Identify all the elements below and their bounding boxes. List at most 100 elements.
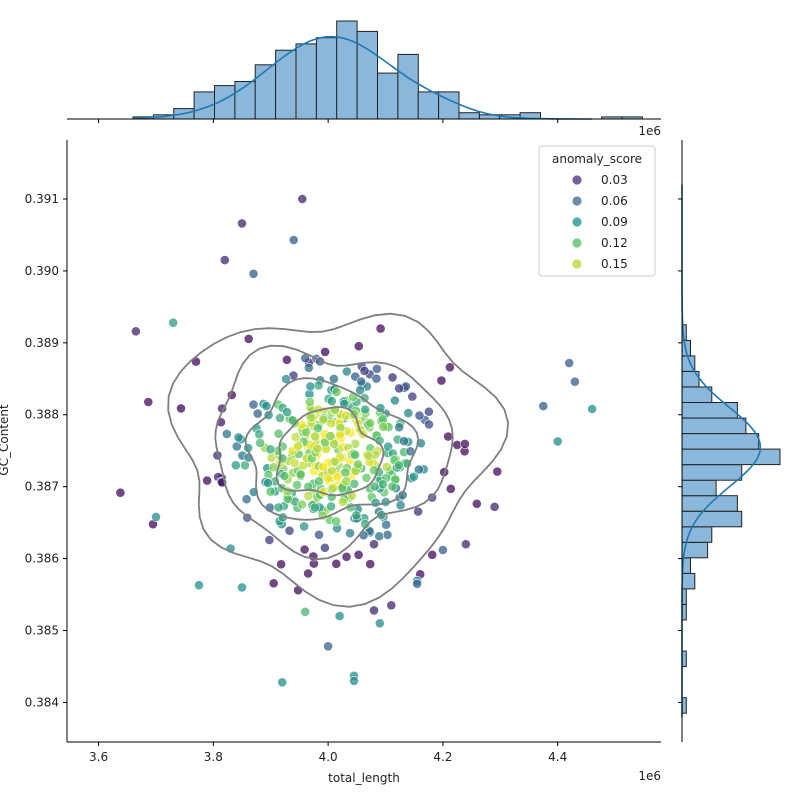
scatter-point bbox=[460, 539, 471, 550]
scatter-point bbox=[261, 400, 272, 411]
y-hist-bar bbox=[681, 417, 747, 435]
scatter-point bbox=[313, 380, 324, 391]
scatter-point bbox=[369, 539, 379, 550]
kde-contour bbox=[244, 377, 420, 521]
scatter-point bbox=[337, 497, 348, 507]
scatter-point bbox=[310, 431, 321, 442]
scatter-point bbox=[319, 542, 330, 553]
scatter-point bbox=[320, 346, 330, 357]
scatter-point bbox=[331, 516, 341, 527]
scatter-point bbox=[356, 376, 367, 387]
scatter-point bbox=[381, 519, 391, 530]
scatter-point bbox=[292, 479, 302, 490]
legend-entry-label: 0.12 bbox=[601, 236, 628, 250]
x-tick-label: 4.2 bbox=[433, 750, 452, 764]
y-tick-label: 0.388 bbox=[25, 408, 59, 422]
scatter-point bbox=[151, 512, 161, 522]
scatter-point bbox=[301, 427, 311, 437]
scatter-point bbox=[326, 465, 337, 476]
scatter-point bbox=[268, 578, 279, 589]
scatter-point bbox=[387, 481, 398, 492]
scatter-point bbox=[281, 374, 291, 384]
x-marginal-histogram bbox=[67, 20, 661, 123]
scatter-point bbox=[552, 436, 563, 447]
x-tick-label: 3.8 bbox=[204, 750, 223, 764]
scatter-point bbox=[326, 418, 336, 429]
scatter-point bbox=[365, 418, 376, 428]
scatter-point bbox=[414, 410, 425, 421]
scatter-point bbox=[394, 422, 405, 433]
scatter-point bbox=[237, 218, 247, 229]
legend: anomaly_score 0.03 0.06 0.09 0.12 0.15 bbox=[538, 145, 656, 277]
scatter-point bbox=[295, 469, 306, 480]
scatter-point bbox=[383, 441, 393, 452]
scatter-point bbox=[323, 473, 333, 484]
legend-marker bbox=[572, 259, 582, 269]
kde-contour bbox=[167, 312, 510, 608]
scatter-point bbox=[248, 399, 259, 410]
scatter-point bbox=[282, 407, 292, 417]
scatter-points bbox=[115, 194, 597, 688]
scatter-point bbox=[436, 375, 447, 386]
scatter-point bbox=[375, 323, 386, 334]
x-hist-bar bbox=[336, 20, 358, 120]
scatter-point bbox=[331, 387, 342, 397]
scatter-point bbox=[233, 432, 244, 443]
scatter-point bbox=[374, 618, 385, 629]
scatter-point bbox=[323, 641, 333, 652]
scatter-point bbox=[329, 439, 340, 449]
scatter-point bbox=[281, 354, 292, 365]
scatter-point bbox=[115, 487, 126, 498]
scatter-point bbox=[443, 431, 453, 442]
kde-contour bbox=[275, 406, 385, 497]
legend-entry-label: 0.15 bbox=[601, 257, 628, 271]
scatter-point bbox=[355, 385, 365, 396]
scatter-point bbox=[381, 461, 392, 472]
legend-entry-label: 0.06 bbox=[601, 194, 628, 208]
scatter-point bbox=[359, 393, 370, 403]
scatter-point bbox=[300, 606, 311, 617]
scatter-point bbox=[318, 414, 329, 425]
scatter-point bbox=[370, 497, 381, 508]
scatter-point bbox=[371, 373, 382, 384]
scatter-point bbox=[279, 471, 290, 481]
x-axis-label: total_length bbox=[328, 771, 400, 785]
scatter-point bbox=[325, 431, 336, 441]
scatter-point bbox=[471, 498, 482, 509]
scatter-point bbox=[361, 472, 372, 483]
scatter-point bbox=[168, 317, 179, 328]
scatter-point bbox=[329, 456, 340, 467]
scatter-point bbox=[273, 502, 284, 513]
scatter-point bbox=[393, 460, 404, 471]
scatter-point bbox=[351, 510, 362, 521]
x-hist-bar bbox=[315, 37, 338, 120]
y-tick-label: 0.389 bbox=[25, 336, 59, 350]
scatter-point bbox=[427, 549, 438, 560]
scatter-point bbox=[424, 419, 434, 430]
legend-marker bbox=[572, 175, 582, 185]
scatter-point bbox=[328, 373, 339, 384]
legend-title: anomaly_score bbox=[552, 152, 642, 166]
x-hist-bar bbox=[377, 72, 399, 120]
scatter-point bbox=[241, 494, 252, 505]
scatter-point bbox=[587, 404, 597, 414]
scatter-point bbox=[130, 326, 141, 337]
scatter-point bbox=[265, 486, 276, 497]
scatter-point bbox=[314, 529, 324, 540]
scatter-point bbox=[403, 408, 414, 418]
y-hist-bar bbox=[681, 479, 717, 497]
y-hist-bar bbox=[681, 386, 713, 403]
y-axis-label: GC_Content bbox=[0, 404, 11, 476]
scatter-point bbox=[395, 500, 406, 511]
scatter-point bbox=[360, 404, 370, 415]
scatter-point bbox=[309, 502, 320, 513]
scatter-point bbox=[407, 391, 418, 402]
scatter-point bbox=[489, 501, 500, 512]
scatter-point bbox=[369, 605, 379, 616]
scatter-point bbox=[386, 600, 397, 611]
scatter-point bbox=[444, 362, 455, 373]
x-tick-label: 4.4 bbox=[548, 750, 567, 764]
scatter-point bbox=[459, 438, 470, 449]
scatter-point bbox=[399, 436, 409, 446]
